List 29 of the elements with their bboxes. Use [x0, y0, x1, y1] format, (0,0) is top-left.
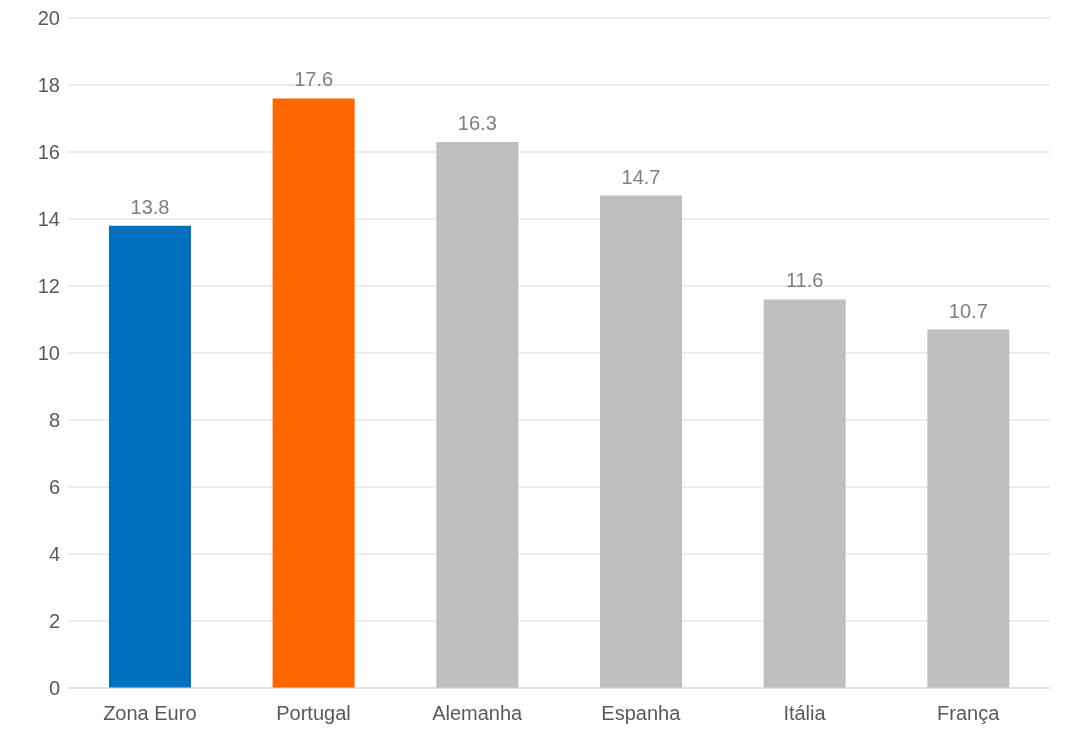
- y-tick-label: 0: [48, 677, 60, 700]
- y-tick-label: 12: [37, 275, 60, 298]
- x-tick-label: Espanha: [601, 702, 682, 725]
- bar: [600, 195, 682, 688]
- y-tick-label: 2: [48, 610, 60, 633]
- data-label: 14.7: [621, 165, 661, 188]
- y-tick-label: 10: [37, 342, 60, 365]
- y-tick-label: 20: [37, 7, 60, 30]
- x-tick-label: Itália: [783, 702, 827, 725]
- y-tick-label: 14: [37, 208, 60, 231]
- y-tick-label: 18: [37, 74, 60, 97]
- bar: [109, 225, 191, 688]
- bar: [272, 98, 355, 688]
- y-tick-label: 16: [37, 141, 60, 164]
- bar: [763, 299, 846, 688]
- x-tick-label: Alemanha: [432, 702, 524, 725]
- data-label: 13.8: [130, 195, 170, 218]
- y-tick-label: 6: [48, 476, 60, 499]
- y-tick-label: 4: [48, 543, 60, 566]
- y-tick-label: 8: [48, 409, 60, 432]
- x-tick-label: Portugal: [276, 702, 351, 725]
- data-label: 17.6: [294, 68, 334, 91]
- x-tick-label: França: [937, 702, 1001, 725]
- data-label: 16.3: [457, 111, 497, 134]
- data-label: 10.7: [948, 299, 988, 322]
- data-label: 11.6: [785, 269, 824, 292]
- x-tick-label: Zona Euro: [103, 702, 197, 725]
- bar: [927, 329, 1010, 688]
- bar: [436, 141, 519, 688]
